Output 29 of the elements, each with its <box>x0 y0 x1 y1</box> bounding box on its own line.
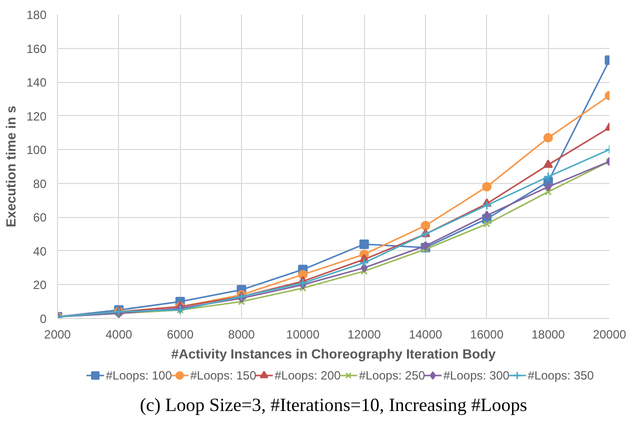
x-tick-label: 14000 <box>408 328 443 342</box>
x-tick-label: 2000 <box>44 328 72 342</box>
legend-label: #Loops: 350 <box>528 368 594 382</box>
text: (c) Loop Size=3, #Iterations=10, Increasing #Loops <box>140 395 528 416</box>
x-tick-label: 10000 <box>286 328 320 342</box>
x-axis-title: #Activity Instances in Choreography Iteration Body <box>171 346 496 362</box>
y-tick-label: 80 <box>33 176 47 191</box>
y-axis-title: Execution time in s <box>3 106 18 228</box>
legend-label: #Loops: 100 <box>106 368 172 382</box>
y-tick-label: 60 <box>33 210 47 225</box>
x-tick-label: 18000 <box>531 328 566 342</box>
y-tick-label: 40 <box>33 244 47 258</box>
y-tick-label: 120 <box>26 109 47 124</box>
y-tick-label: 140 <box>26 76 47 90</box>
y-tick-label: 160 <box>26 42 47 56</box>
x-tick-label: 6000 <box>166 328 194 342</box>
legend-label: #Loops: 200 <box>274 368 341 382</box>
x-tick-label: 20000 <box>592 328 627 342</box>
y-tick-label: 0 <box>40 312 47 326</box>
x-tick-label: 12000 <box>347 328 382 342</box>
legend-label: #Loops: 300 <box>443 368 510 382</box>
x-tick-label: 8000 <box>228 328 256 342</box>
legend-label: #Loops: 150 <box>190 368 257 382</box>
legend-label: #Loops: 250 <box>358 368 426 382</box>
y-tick-label: 180 <box>26 8 47 22</box>
x-tick-label: 4000 <box>105 328 133 342</box>
y-tick-label: 100 <box>26 143 47 158</box>
x-tick-label: 16000 <box>470 328 504 342</box>
y-tick-label: 20 <box>33 278 47 292</box>
